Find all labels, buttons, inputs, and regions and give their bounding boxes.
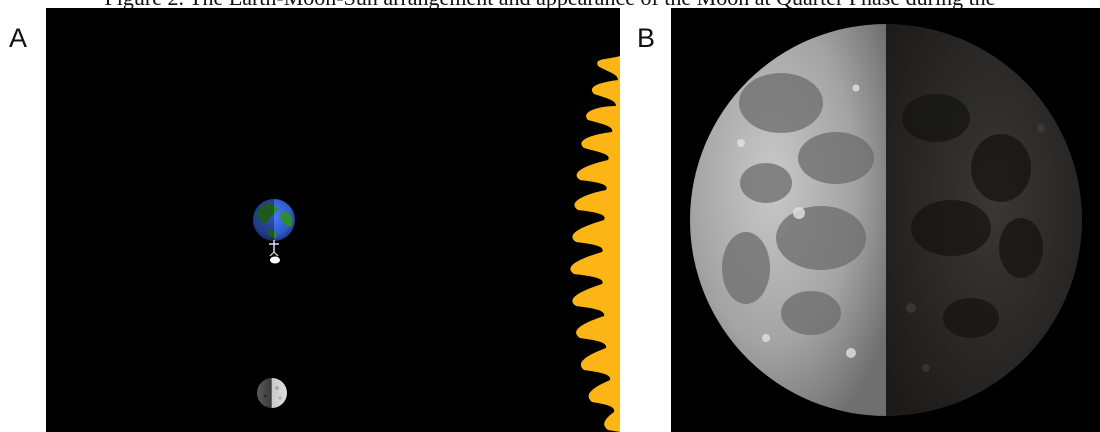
arrangement-diagram <box>253 56 620 432</box>
panel-label-a: A <box>9 23 28 53</box>
sun-icon <box>570 56 620 432</box>
moon-disk <box>690 24 1082 416</box>
earth-icon <box>253 199 295 241</box>
panel-label-b: B <box>637 23 656 53</box>
moon-phase-panel <box>671 8 1100 432</box>
quarter-moon-image <box>690 24 1082 416</box>
figure-caption: Figure 2. The Earth-Moon-Sun arrangement… <box>0 0 1100 9</box>
arrangement-panel <box>46 8 620 432</box>
observer-icon <box>269 240 280 264</box>
moon-icon <box>257 378 287 408</box>
